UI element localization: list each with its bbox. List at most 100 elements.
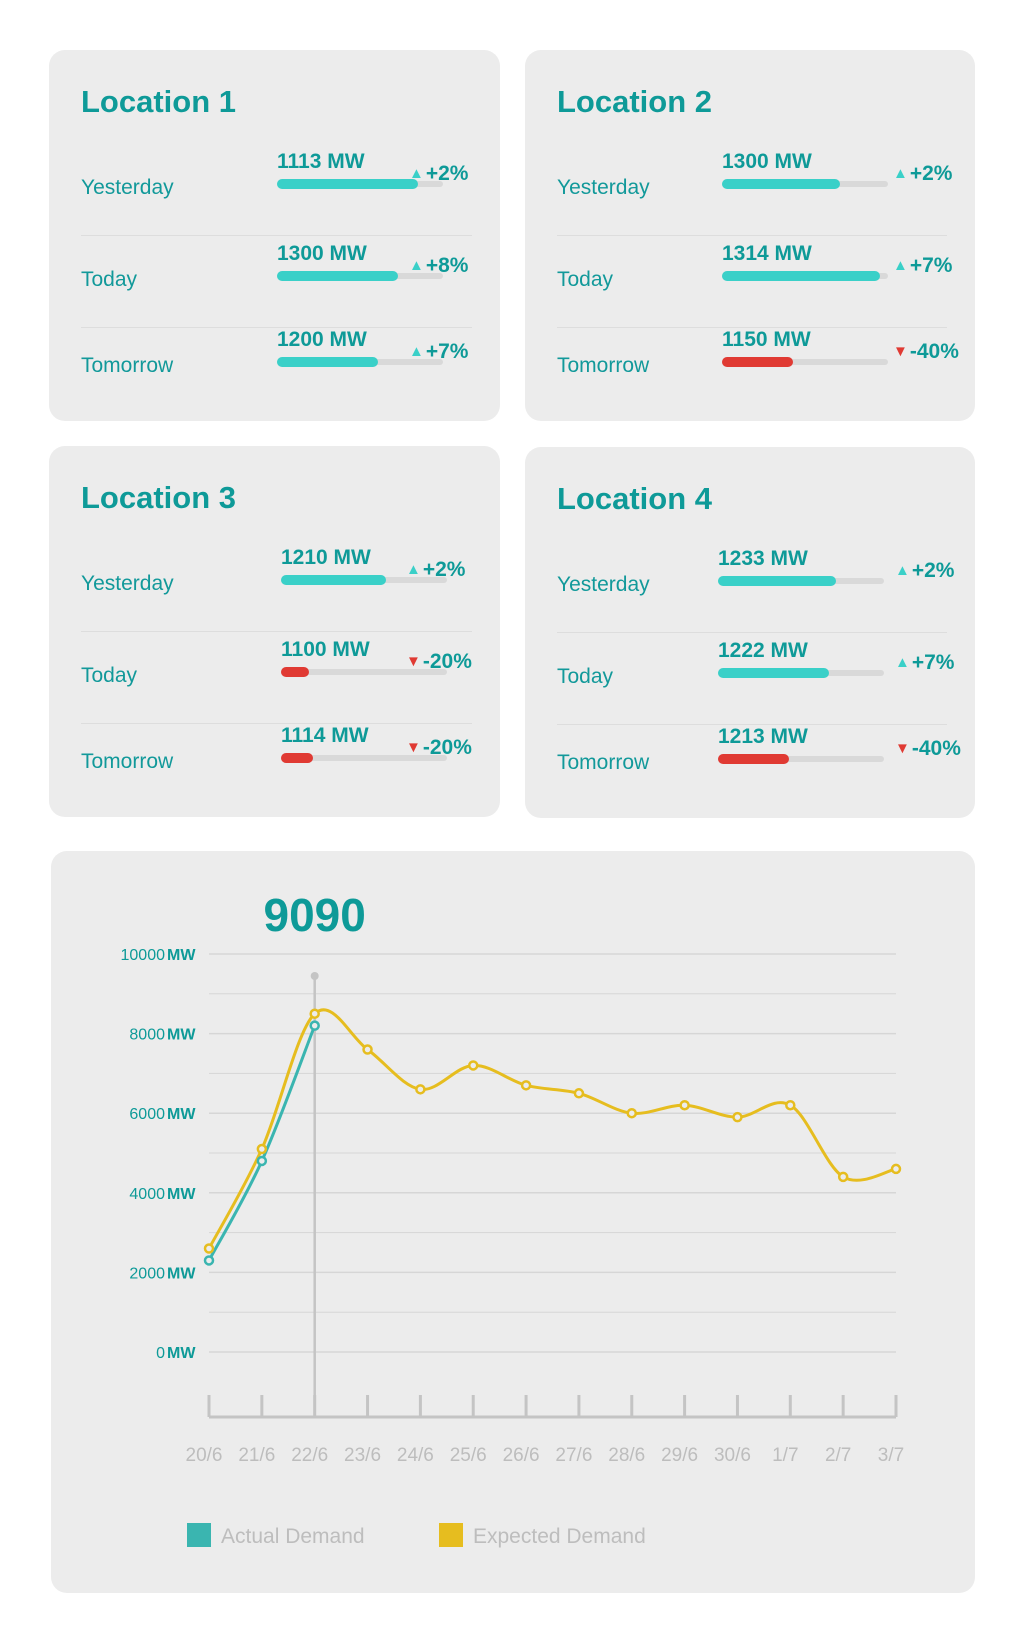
change-indicator: ▲+2%	[406, 558, 465, 582]
row-value: 1233 MW	[718, 547, 808, 570]
change-indicator: ▼-20%	[406, 650, 472, 674]
row-divider	[81, 631, 472, 632]
expected-demand-point	[679, 1099, 690, 1111]
row-label: Today	[81, 664, 138, 687]
x-tick-label: 23/6	[344, 1445, 381, 1466]
progress-bar-track	[722, 357, 888, 367]
row-label: Tomorrow	[81, 354, 174, 377]
change-percent: -20%	[422, 650, 472, 673]
change-indicator: ▲+7%	[895, 651, 954, 675]
x-tick-label: 2/7	[825, 1445, 851, 1466]
row-divider	[81, 723, 472, 724]
row-value: 1100 MW	[281, 638, 370, 661]
highlight-marker-dot	[310, 972, 319, 980]
triangle-up-icon: ▲	[895, 654, 910, 671]
x-tick-label: 26/6	[503, 1445, 540, 1466]
demand-row-yesterday: Yesterday 1113 MW ▲+2%	[81, 150, 472, 236]
row-label: Yesterday	[81, 572, 174, 595]
change-percent: -40%	[911, 737, 961, 760]
row-label: Today	[81, 268, 138, 291]
change-indicator: ▲+8%	[409, 254, 468, 278]
triangle-up-icon: ▲	[409, 257, 424, 274]
progress-bar-track	[277, 179, 443, 189]
progress-bar-fill	[277, 271, 399, 281]
triangle-up-icon: ▲	[895, 562, 910, 579]
progress-bar-track	[281, 753, 447, 763]
row-value: 1300 MW	[277, 242, 367, 265]
row-value: 1300 MW	[722, 150, 812, 173]
x-tick-label: 1/7	[772, 1445, 798, 1466]
row-divider	[557, 724, 947, 725]
x-tick-label: 21/6	[238, 1445, 275, 1466]
row-divider	[81, 327, 472, 328]
legend-expected: Expected Demand	[439, 1523, 646, 1549]
row-label: Tomorrow	[81, 750, 174, 773]
change-indicator: ▲+7%	[409, 340, 468, 364]
y-tick-label: 6000	[129, 1106, 165, 1123]
location-title: Location 4	[557, 481, 713, 516]
location-title: Location 2	[557, 84, 713, 119]
location-title: Location 3	[81, 480, 237, 515]
row-label: Tomorrow	[557, 751, 650, 774]
location-title: Location 1	[81, 84, 237, 119]
triangle-up-icon: ▲	[409, 343, 424, 360]
row-label: Today	[557, 665, 614, 688]
expected-demand-point	[573, 1088, 585, 1099]
y-tick-unit: MW	[167, 1027, 196, 1044]
triangle-down-icon: ▼	[895, 740, 910, 757]
change-indicator: ▼-40%	[893, 340, 959, 364]
demand-row-yesterday: Yesterday 1210 MW ▲+2%	[81, 546, 472, 632]
row-value: 1210 MW	[281, 546, 371, 569]
change-percent: +7%	[425, 340, 469, 363]
demand-row-today: Today 1314 MW ▲+7%	[557, 242, 952, 328]
row-label: Yesterday	[81, 176, 174, 199]
y-tick-label: 10000	[121, 947, 166, 964]
location-card-3: Location 3 Yesterday 1210 MW ▲+2% Today 1100 …	[49, 446, 500, 817]
row-divider	[557, 632, 947, 633]
demand-row-tomorrow: Tomorrow 1114 MW ▼-20%	[81, 724, 472, 810]
expected-demand-point	[362, 1044, 373, 1055]
y-tick-unit: MW	[167, 947, 196, 964]
progress-bar-fill	[281, 753, 313, 763]
row-value: 1114 MW	[281, 724, 369, 747]
progress-bar-track	[281, 667, 447, 677]
expected-demand-point	[732, 1111, 743, 1123]
triangle-down-icon: ▼	[406, 653, 421, 670]
progress-bar-fill	[281, 575, 386, 585]
x-tick-label: 28/6	[608, 1445, 645, 1466]
row-value: 1222 MW	[718, 639, 808, 662]
row-value: 1113 MW	[277, 150, 365, 173]
expected-demand-point	[256, 1143, 268, 1155]
demand-row-tomorrow: Tomorrow 1150 MW ▼-40%	[557, 328, 959, 414]
row-label: Yesterday	[557, 573, 650, 596]
expected-demand-point	[785, 1099, 796, 1111]
progress-bar-fill	[718, 576, 836, 586]
progress-bar-track	[718, 576, 884, 586]
row-value: 1200 MW	[277, 328, 367, 351]
y-tick-unit: MW	[167, 1265, 196, 1282]
x-tick-label: 25/6	[450, 1445, 487, 1466]
expected-demand-point	[837, 1171, 849, 1183]
change-percent: -20%	[422, 736, 472, 759]
x-tick-label: 22/6	[291, 1445, 328, 1466]
progress-bar-fill	[722, 357, 794, 367]
actual-demand-line	[207, 1025, 317, 1262]
expected-demand-point	[626, 1107, 638, 1119]
change-indicator: ▼-40%	[895, 737, 961, 761]
progress-bar-track	[718, 754, 884, 764]
demand-row-today: Today 1222 MW ▲+7%	[557, 639, 954, 725]
triangle-up-icon: ▲	[893, 257, 908, 274]
demand-chart-card: 0 MW 2000 MW 4000 MW 6000 MW 8000 MW 10000 MW 20/6 21…	[51, 851, 975, 1593]
demand-row-today: Today 1100 MW ▼-20%	[81, 638, 472, 724]
actual-demand-point	[309, 1020, 320, 1031]
expected-demand-point	[415, 1084, 426, 1095]
change-percent: +2%	[425, 162, 469, 185]
progress-bar-track	[281, 575, 447, 585]
expected-demand-point	[520, 1080, 532, 1091]
legend-expected-label: Expected Demand	[473, 1525, 646, 1548]
legend-actual-swatch	[187, 1523, 211, 1547]
y-tick-label: 4000	[129, 1186, 165, 1203]
x-tick-label: 3/7	[878, 1445, 904, 1466]
row-label: Tomorrow	[557, 354, 650, 377]
